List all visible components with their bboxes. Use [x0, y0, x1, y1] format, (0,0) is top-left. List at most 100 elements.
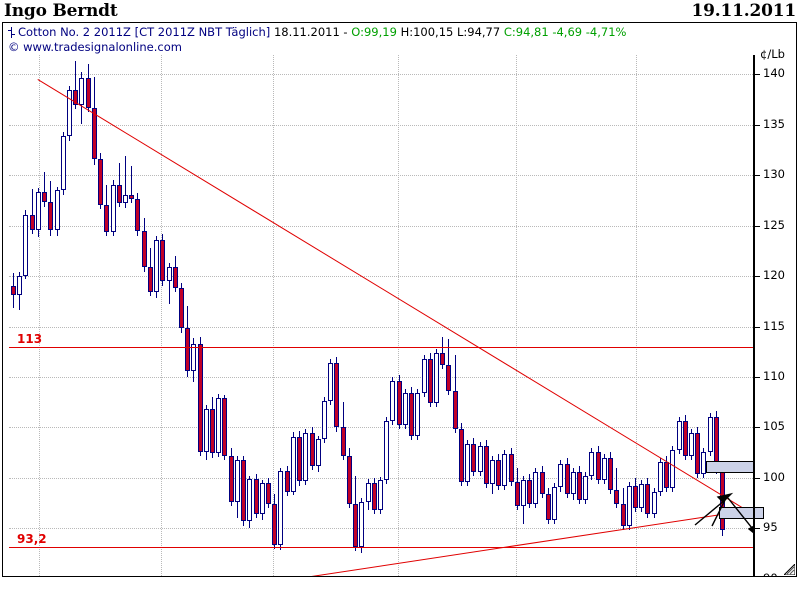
gridline-horizontal: [9, 427, 753, 429]
candlestick: [483, 55, 489, 576]
candlestick: [539, 55, 545, 576]
candlestick: [402, 55, 408, 576]
candlestick: [91, 55, 97, 576]
candle-wick: [442, 336, 444, 369]
candlestick: [154, 55, 160, 576]
gridline-horizontal: [9, 74, 753, 76]
candle-body: [533, 471, 539, 505]
candle-body: [35, 192, 41, 230]
candle-body: [191, 343, 197, 371]
candlestick: [116, 55, 122, 576]
candlestick: [489, 55, 495, 576]
candlestick: [210, 55, 216, 576]
candle-body: [570, 471, 576, 495]
candlestick: [651, 55, 657, 576]
candle-body: [85, 78, 91, 109]
y-axis-label: 130: [763, 167, 785, 182]
price-level-label[interactable]: 93,2: [17, 531, 47, 546]
y-axis-unit: ¢/Lb: [760, 47, 785, 61]
candle-wick: [616, 467, 618, 509]
y-axis-tick: [755, 376, 760, 378]
y-axis-label: 115: [763, 318, 785, 333]
candle-wick: [124, 155, 126, 209]
candlestick: [79, 55, 85, 576]
price-level-line[interactable]: [9, 546, 753, 548]
candlestick: [147, 55, 153, 576]
y-axis-line: [753, 55, 755, 576]
gridline-vertical: [398, 55, 399, 576]
candlestick: [104, 55, 110, 576]
candle-body: [639, 483, 645, 509]
price-plot-area[interactable]: 113 93,2: [9, 55, 764, 577]
candlestick: [701, 55, 707, 576]
candlestick: [471, 55, 477, 576]
candle-body: [384, 421, 390, 480]
y-axis-tick: [755, 477, 760, 479]
gridline-vertical: [273, 55, 274, 576]
candle-body: [353, 504, 359, 547]
candlestick: [589, 55, 595, 576]
candlestick: [178, 55, 184, 576]
y-axis-label: 125: [763, 217, 785, 232]
candlestick: [216, 55, 222, 576]
y-axis-tick: [755, 74, 760, 76]
candlestick: [614, 55, 620, 576]
candlestick: [639, 55, 645, 576]
candle-body: [626, 485, 632, 527]
price-level-line[interactable]: [9, 346, 753, 348]
candle-body: [197, 343, 203, 452]
header-date: 19.11.2011: [691, 1, 797, 21]
candle-body: [222, 398, 228, 456]
candle-body: [166, 266, 172, 282]
y-axis-tick: [755, 326, 760, 328]
candle-body: [402, 393, 408, 426]
candlestick: [334, 55, 340, 576]
candlestick: [85, 55, 91, 576]
candlestick: [601, 55, 607, 576]
candle-body: [664, 461, 670, 488]
candle-body: [688, 433, 694, 456]
candlestick: [73, 55, 79, 576]
candlestick: [390, 55, 396, 576]
author-title: Ingo Berndt: [4, 1, 118, 21]
candle-body: [514, 481, 520, 507]
instrument-symbol[interactable]: Cotton No. 2 2011Z [CT 2011Z NBT Täglich…: [18, 25, 271, 39]
candle-body: [396, 381, 402, 426]
candle-body: [390, 381, 396, 422]
candlestick: [353, 55, 359, 576]
gridline-horizontal: [9, 225, 753, 227]
chart-panel[interactable]: Cotton No. 2 2011Z [CT 2011Z NBT Täglich…: [2, 22, 797, 577]
candlestick: [371, 55, 377, 576]
y-axis-label: 140: [763, 66, 785, 81]
candle-body: [278, 470, 284, 545]
candlestick: [234, 55, 240, 576]
candlestick: [421, 55, 427, 576]
candle-body: [707, 417, 713, 452]
copyright-line[interactable]: © www.tradesignalonline.com: [8, 40, 182, 54]
annotation-arrows[interactable]: [9, 55, 753, 577]
candle-wick: [44, 172, 46, 208]
y-axis-label: 110: [763, 368, 785, 383]
open-value: O:99,19: [351, 25, 397, 39]
candle-body: [266, 482, 272, 505]
candle-body: [210, 409, 216, 453]
candle-body: [589, 451, 595, 476]
candlestick: [440, 55, 446, 576]
candle-body: [440, 352, 446, 365]
candle-body: [365, 482, 371, 503]
resize-grip-icon[interactable]: [784, 564, 795, 575]
candle-body: [42, 192, 48, 203]
candle-body: [272, 504, 278, 545]
candlestick: [570, 55, 576, 576]
candle-body: [154, 239, 160, 293]
target-box-lower[interactable]: [719, 507, 764, 519]
candle-body: [328, 362, 334, 402]
candle-body: [620, 504, 626, 527]
gridline-horizontal: [9, 528, 753, 530]
candlestick: [228, 55, 234, 576]
candlestick: [452, 55, 458, 576]
candlestick: [54, 55, 60, 576]
price-level-label[interactable]: 113: [17, 331, 43, 346]
candlestick: [521, 55, 527, 576]
candle-body: [160, 239, 166, 282]
